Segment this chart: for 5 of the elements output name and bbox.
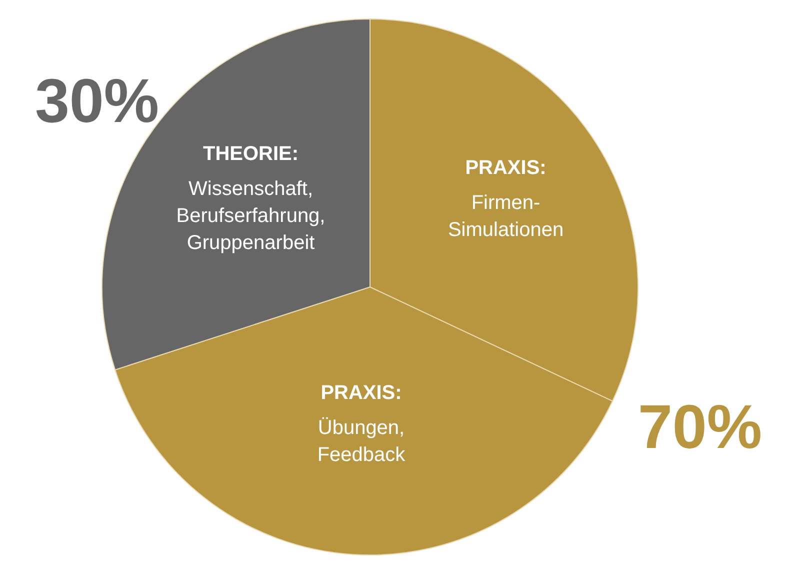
slice-label: PRAXIS: Firmen- Simulationen xyxy=(448,156,564,241)
text: 70% xyxy=(638,393,762,462)
slice-label: THEORIE: Wissenschaft, Berufserfahrung, Gruppenarbeit xyxy=(176,142,326,254)
text: 30% xyxy=(34,67,160,136)
slice-label: PRAXIS: Übungen, Feedback xyxy=(317,382,406,466)
